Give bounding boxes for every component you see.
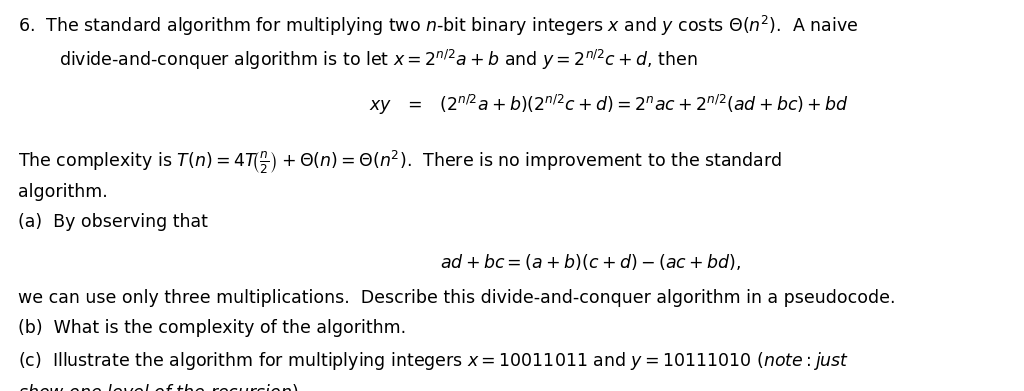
Text: The complexity is $T(n) = 4T\!\left(\frac{n}{2}\right) + \Theta(n) = \Theta(n^2): The complexity is $T(n) = 4T\!\left(\fra… [18,149,782,176]
Text: 6.  The standard algorithm for multiplying two $n$-bit binary integers $x$ and $: 6. The standard algorithm for multiplyin… [18,14,859,38]
Text: $\mathit{show\ one\ level\ of\ the\ recursion}$).: $\mathit{show\ one\ level\ of\ the\ recu… [18,382,304,391]
Text: $ad + bc = (a + b)(c + d) - (ac + bd),$: $ad + bc = (a + b)(c + d) - (ac + bd),$ [440,252,741,272]
Text: algorithm.: algorithm. [18,183,109,201]
Text: (b)  What is the complexity of the algorithm.: (b) What is the complexity of the algori… [18,319,407,337]
Text: divide-and-conquer algorithm is to let $x = 2^{n/2}a + b$ and $y = 2^{n/2}c + d$: divide-and-conquer algorithm is to let $… [59,48,698,72]
Text: (a)  By observing that: (a) By observing that [18,213,208,231]
Text: (c)  Illustrate the algorithm for multiplying integers $x = 10011011$ and $y = 1: (c) Illustrate the algorithm for multipl… [18,350,850,372]
Text: we can use only three multiplications.  Describe this divide-and-conquer algorit: we can use only three multiplications. D… [18,289,896,307]
Text: $xy \;\;\; = \;\;\; (2^{n/2}a + b)(2^{n/2}c + d) = 2^n ac + 2^{n/2}(ad + bc) + b: $xy \;\;\; = \;\;\; (2^{n/2}a + b)(2^{n/… [369,93,849,117]
